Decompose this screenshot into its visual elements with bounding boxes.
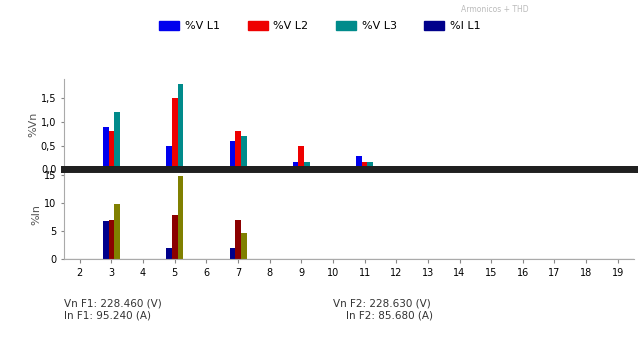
Y-axis label: %Vn: %Vn <box>28 112 38 137</box>
Bar <box>166 248 172 259</box>
Text: 15: 15 <box>68 174 81 184</box>
Bar <box>172 98 178 169</box>
Bar <box>115 112 120 169</box>
Bar <box>230 248 235 259</box>
Bar <box>362 162 367 169</box>
Bar <box>241 136 246 169</box>
Bar <box>292 162 298 169</box>
Bar <box>115 204 120 259</box>
Bar <box>356 156 362 169</box>
Bar <box>298 145 304 169</box>
Bar <box>109 220 115 259</box>
Bar <box>103 221 109 259</box>
Bar <box>235 220 241 259</box>
Text: Vn F1: 228.460 (V)
In F1: 95.240 (A): Vn F1: 228.460 (V) In F1: 95.240 (A) <box>64 299 162 320</box>
Y-axis label: %In: %In <box>31 204 41 225</box>
Bar <box>178 176 183 259</box>
Bar <box>241 233 246 259</box>
Text: Armonicos + THD: Armonicos + THD <box>461 5 529 14</box>
Text: Vn F2: 228.630 (V)
    In F2: 85.680 (A): Vn F2: 228.630 (V) In F2: 85.680 (A) <box>333 299 433 320</box>
Bar <box>367 162 373 169</box>
Bar <box>166 145 172 169</box>
Bar <box>64 259 634 262</box>
Bar <box>172 215 178 259</box>
Bar <box>235 131 241 169</box>
Legend: %V L1, %V L2, %V L3, %I L1: %V L1, %V L2, %V L3, %I L1 <box>155 16 485 36</box>
Bar <box>109 131 115 169</box>
Bar <box>178 84 183 169</box>
Bar <box>230 141 235 169</box>
Bar <box>103 127 109 169</box>
Bar <box>304 162 310 169</box>
